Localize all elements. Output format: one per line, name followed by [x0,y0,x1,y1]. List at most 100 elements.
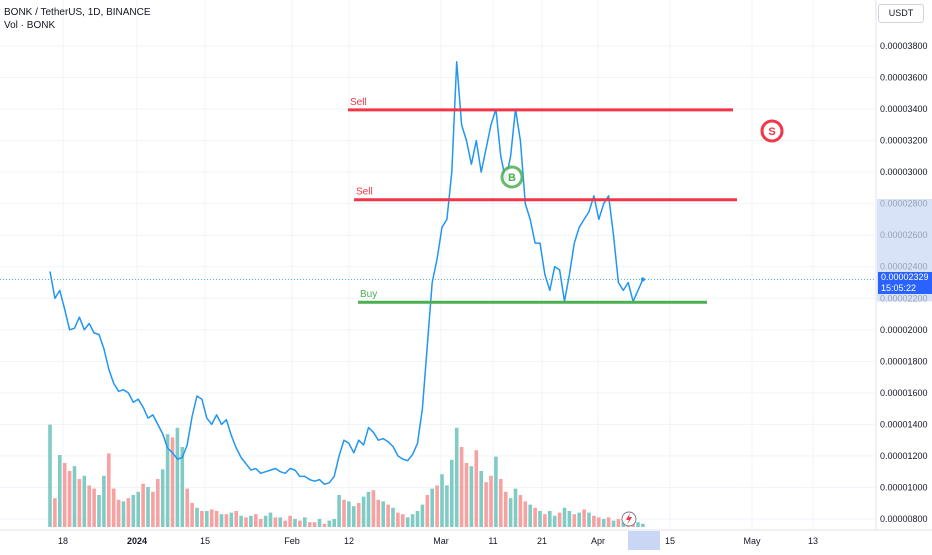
volume-bar [371,490,376,527]
price-tick-label[interactable]: 0.00001600 [880,388,928,398]
volume-bar [312,522,317,527]
volume-bar [405,517,410,527]
volume-bar [126,498,131,527]
volume-bar [489,475,493,527]
price-tick-label[interactable]: 0.00001000 [880,482,928,492]
volume-bar [200,511,204,527]
volume-bar [97,495,101,527]
volume-bar [278,517,283,527]
volume-bar [469,466,474,527]
volume-bar [366,491,371,527]
volume-bar [361,496,366,527]
time-tick-label[interactable]: 15 [665,536,675,546]
time-tick-label[interactable]: Apr [591,536,605,546]
volume-bars [48,424,645,527]
volume-bar [111,488,116,527]
volume-bar [454,427,459,527]
price-tick-label[interactable]: 0.00003800 [880,41,928,51]
volume-bar [268,512,273,527]
price-tick-label[interactable]: 0.00003400 [880,104,928,114]
volume-bar [146,487,150,527]
volume-bar [484,482,488,527]
currency-selector[interactable]: USDT [878,4,924,23]
volume-bar [327,520,332,527]
volume-bar [459,447,464,527]
price-line [49,61,644,486]
price-tick-label[interactable]: 0.00003000 [880,167,928,177]
last-price-value: 0.00002329 [881,272,929,282]
volume-bar [303,517,307,527]
volume-bar [533,507,537,527]
volume-bar [67,471,72,527]
volume-bar [219,514,224,527]
last-price-tag: 0.00002329 15:05:22 [878,272,932,294]
volume-bar [552,515,557,527]
volume-bar [175,427,180,527]
price-tick-label[interactable]: 0.00001400 [880,419,928,429]
price-tick-label[interactable]: 0.00001200 [880,451,928,461]
volume-bar [508,498,513,527]
time-tick-label[interactable]: 11 [488,536,497,546]
sell-marker[interactable]: S [760,119,784,143]
volume-bar [342,499,346,527]
volume-bar [254,514,258,527]
price-tick-label[interactable]: 0.00001800 [880,356,928,366]
annotation-layer[interactable]: Sell Sell Buy B S [348,97,784,304]
volume-bar [185,488,189,527]
volume-bar [381,501,385,527]
time-tick-label[interactable]: May [743,536,761,546]
time-tick-label[interactable]: 13 [808,536,818,546]
volume-bar [92,488,96,527]
symbol-legend[interactable]: BONK / TetherUS, 1D, BINANCE Vol · BONK [4,6,151,32]
volume-bar [317,519,322,527]
volume-bar [587,512,591,527]
volume-bar [156,479,160,527]
volume-bar [386,504,390,527]
volume-bar [543,514,547,527]
price-axis[interactable]: 0.00003800 0.00003600 0.00003400 0.00003200… [877,41,932,524]
volume-bar [102,475,106,527]
volume-bar [258,519,263,527]
symbol-title[interactable]: BONK / TetherUS, 1D, BINANCE [4,7,151,18]
volume-bar [611,520,616,527]
volume-legend[interactable]: Vol · BONK [4,20,56,31]
time-axis[interactable]: 18 2024 15 Feb 12 Mar 11 21 Apr 15 May 13 [58,511,818,550]
volume-bar [592,515,596,527]
volume-bar [288,515,292,527]
sell-level-label: Sell [356,187,373,198]
time-tick-label[interactable]: 21 [537,536,547,546]
volume-bar [298,520,302,527]
volume-bar [307,522,312,527]
volume-bar [107,453,111,527]
volume-bar [121,501,126,527]
volume-bar [601,519,606,527]
price-tick-label[interactable]: 0.00003200 [880,136,928,146]
volume-bar [195,507,199,527]
volume-bar [474,450,479,527]
price-tick-label[interactable]: 0.00003600 [880,73,928,83]
volume-bar [577,512,581,527]
volume-bar [518,495,523,527]
time-tick-label[interactable]: Feb [284,536,300,546]
volume-bar [209,509,214,527]
volume-bar [273,517,278,527]
marker-ring [500,165,524,189]
price-tick-label[interactable]: 0.00000800 [880,514,928,524]
time-tick-label[interactable]: Mar [433,536,449,546]
volume-bar [410,514,415,527]
volume-bar [513,488,518,527]
volume-bar [621,522,626,527]
buy-marker[interactable]: B [500,165,524,189]
price-tick-label[interactable]: 0.00002000 [880,325,928,335]
volume-bar [263,515,268,527]
time-tick-label[interactable]: 15 [200,536,210,546]
volume-bar [72,466,77,527]
time-tick-label[interactable]: 2024 [127,536,147,546]
time-tick-label[interactable]: 12 [344,536,354,546]
volume-bar [244,517,248,527]
time-tick-label[interactable]: 18 [58,536,68,546]
lightning-icon[interactable] [621,511,637,527]
volume-bar [440,474,444,527]
